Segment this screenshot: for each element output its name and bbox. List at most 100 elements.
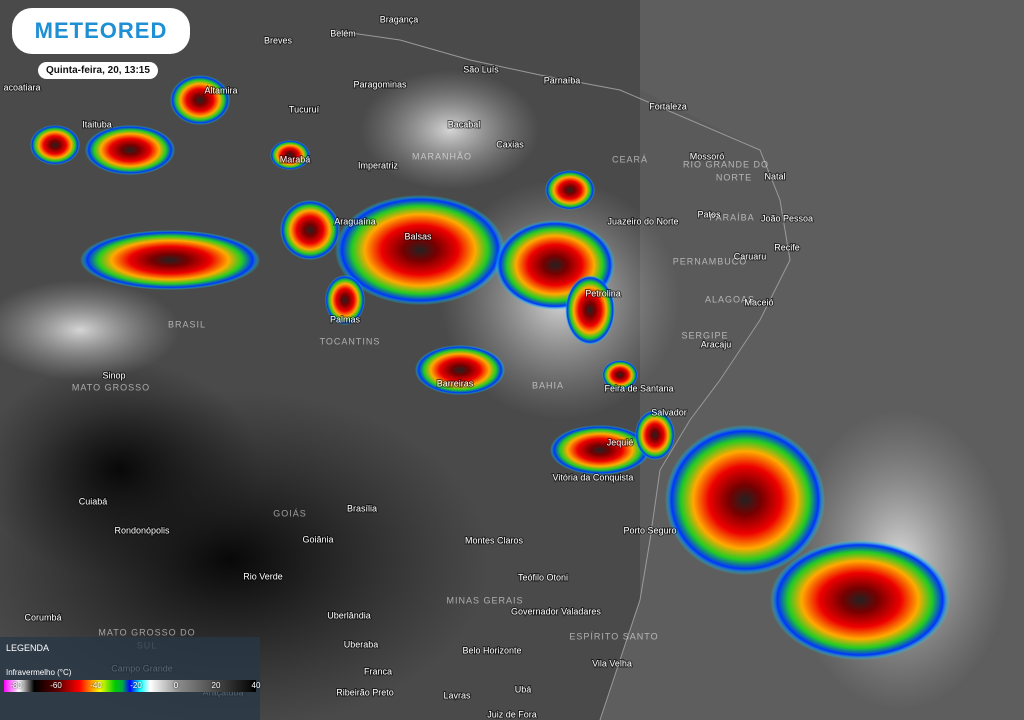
city-label: Bacabal — [448, 119, 481, 129]
scale-tick: 0 — [173, 681, 179, 690]
city-label: Salvador — [651, 407, 687, 417]
storm — [80, 230, 260, 290]
city-label: Marabá — [280, 154, 311, 164]
region-label: ESPÍRITO SANTO — [569, 631, 658, 641]
storm — [565, 275, 615, 345]
storm — [280, 200, 340, 260]
legend-title: LEGENDA — [6, 643, 50, 653]
clear-sky — [0, 360, 260, 580]
region-label: BRASIL — [168, 319, 206, 329]
city-label: Maceió — [744, 297, 773, 307]
color-scale — [4, 680, 256, 692]
city-label: Uberlândia — [327, 610, 371, 620]
city-label: Belo Horizonte — [462, 645, 521, 655]
storm — [335, 195, 505, 305]
city-label: Goiânia — [302, 534, 333, 544]
city-label: Natal — [764, 171, 785, 181]
city-label: Sinop — [102, 370, 125, 380]
region-label: PARAÍBA — [709, 212, 754, 222]
region-label: MARANHÃO — [412, 151, 472, 161]
cloud — [360, 70, 540, 190]
city-label: Montes Claros — [465, 535, 524, 545]
city-label: Bragança — [380, 14, 419, 24]
storm — [545, 170, 595, 210]
storm — [602, 360, 638, 390]
city-label: Itaituba — [82, 119, 112, 129]
scale-ticks: -80 -60 -40 -20 0 20 40 — [4, 681, 260, 693]
city-label: Aracaju — [701, 339, 732, 349]
city-label: Caruaru — [734, 251, 767, 261]
storm — [325, 275, 365, 325]
storm — [85, 125, 175, 175]
storm — [635, 410, 675, 460]
storm — [550, 425, 650, 475]
region-label: CEARÁ — [612, 154, 648, 164]
timestamp: Quinta-feira, 20, 13:15 — [38, 62, 158, 79]
city-label: Rio Verde — [243, 571, 283, 581]
city-label: Barreiras — [437, 378, 474, 388]
city-label: Paragominas — [353, 79, 407, 89]
storm — [665, 425, 825, 575]
region-label: ALAGOAS — [705, 294, 755, 304]
scale-tick: -60 — [50, 681, 62, 690]
city-label: acoatiara — [3, 82, 40, 92]
scale-tick: 40 — [251, 681, 261, 690]
scale-tick: -80 — [10, 681, 22, 690]
city-label: Lavras — [443, 690, 471, 700]
region-label: TOCANTINS — [320, 336, 381, 346]
region-label: PERNAMBUCO — [673, 256, 748, 266]
city-label: Juiz de Fora — [487, 709, 537, 719]
city-label: Vila Velha — [592, 658, 632, 668]
city-label: Juazeiro do Norte — [607, 216, 678, 226]
region-label: NORTE — [716, 172, 752, 182]
storm — [170, 75, 230, 125]
city-label: Mossoró — [690, 151, 725, 161]
city-label: Recife — [774, 242, 800, 252]
scale-tick: -40 — [90, 681, 102, 690]
region-label: MATO GROSSO DO — [98, 627, 195, 637]
city-label: Feira de Santana — [604, 383, 673, 393]
city-label: Uberaba — [344, 639, 379, 649]
city-label: Vitória da Conquista — [553, 472, 634, 482]
legend: LEGENDA Infravermelho (°C) -80 -60 -40 -20 0… — [0, 637, 260, 720]
region-label: MINAS GERAIS — [446, 595, 523, 605]
city-label: Palmas — [330, 314, 361, 324]
legend-subtitle: Infravermelho (°C) — [6, 668, 72, 677]
city-label: Brasília — [347, 503, 377, 513]
city-label: Patos — [697, 209, 721, 219]
city-label: Araguaína — [334, 216, 376, 226]
region-label: SERGIPE — [681, 330, 728, 340]
city-label: Breves — [264, 35, 293, 45]
storm — [270, 140, 310, 170]
city-label: Tucuruí — [289, 104, 320, 114]
storm — [415, 345, 505, 395]
city-label: São Luís — [463, 64, 499, 74]
city-label: Belém — [330, 28, 356, 38]
scale-tick: -20 — [130, 681, 142, 690]
region-label: GOIÁS — [273, 508, 307, 518]
city-label: Imperatriz — [358, 160, 399, 170]
city-label: Balsas — [404, 231, 432, 241]
city-label: Corumbá — [24, 612, 61, 622]
city-label: Ubá — [515, 684, 532, 694]
city-label: Rondonópolis — [114, 525, 170, 535]
city-label: Fortaleza — [649, 101, 687, 111]
city-label: Caxias — [496, 139, 524, 149]
city-label: Petrolina — [585, 288, 621, 298]
region-label: BAHIA — [532, 380, 564, 390]
city-label: João Pessoa — [761, 213, 813, 223]
region-label: RIO GRANDE DO — [683, 159, 769, 169]
city-label: Governador Valadares — [511, 606, 601, 616]
logo: METEORED — [12, 8, 190, 54]
city-label: Altamira — [204, 85, 237, 95]
storm — [770, 540, 950, 660]
city-label: Franca — [364, 666, 392, 676]
scale-tick: 20 — [211, 681, 221, 690]
city-label: Cuiabá — [79, 496, 108, 506]
cloud — [0, 280, 180, 380]
coastline — [329, 29, 791, 720]
city-label: Parnaíba — [544, 75, 581, 85]
city-label: Jequié — [607, 437, 634, 447]
